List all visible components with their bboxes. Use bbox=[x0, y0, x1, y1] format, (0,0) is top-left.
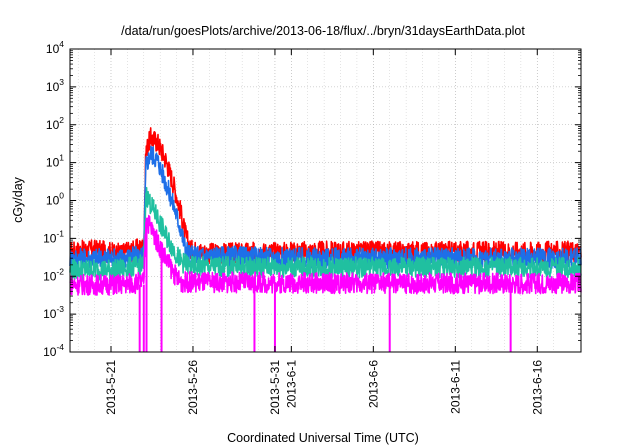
y-tick-label: 10-3 bbox=[43, 304, 64, 321]
y-tick-label: 10-4 bbox=[43, 342, 64, 359]
x-axis-label: Coordinated Universal Time (UTC) bbox=[227, 431, 419, 445]
x-tick-label: 2013-6-6 bbox=[366, 360, 380, 408]
y-tick-label: 101 bbox=[46, 153, 64, 170]
y-tick-label: 103 bbox=[46, 77, 64, 94]
series-line bbox=[69, 186, 582, 281]
x-tick-label: 2013-6-1 bbox=[284, 360, 298, 408]
x-tick-label: 2013-5-21 bbox=[104, 360, 118, 415]
series-group bbox=[69, 127, 582, 352]
grid-lines bbox=[70, 49, 581, 352]
x-tick-label: 2013-6-11 bbox=[448, 360, 462, 414]
y-tick-label: 100 bbox=[46, 191, 64, 208]
x-tick-label: 2013-5-31 bbox=[268, 360, 282, 415]
y-tick-label: 104 bbox=[46, 39, 64, 56]
series-line bbox=[69, 214, 582, 296]
x-tick-label: 2013-6-16 bbox=[530, 360, 544, 415]
y-axis-label: cGy/day bbox=[11, 176, 25, 223]
x-axis: 2013-5-21 2013-5-26 2013-5-31 2013-6-1 2013-… bbox=[104, 49, 544, 415]
series-line bbox=[69, 145, 582, 270]
y-tick-label: 10-1 bbox=[43, 228, 64, 245]
x-tick-label: 2013-5-26 bbox=[186, 360, 200, 415]
chart-title: /data/run/goesPlots/archive/2013-06-18/f… bbox=[121, 24, 525, 38]
y-tick-label: 10-2 bbox=[43, 266, 64, 283]
y-tick-label: 102 bbox=[46, 115, 64, 132]
y-axis: 10-4 10-3 10-2 10-1 100 101 102 103 104 bbox=[43, 39, 581, 359]
